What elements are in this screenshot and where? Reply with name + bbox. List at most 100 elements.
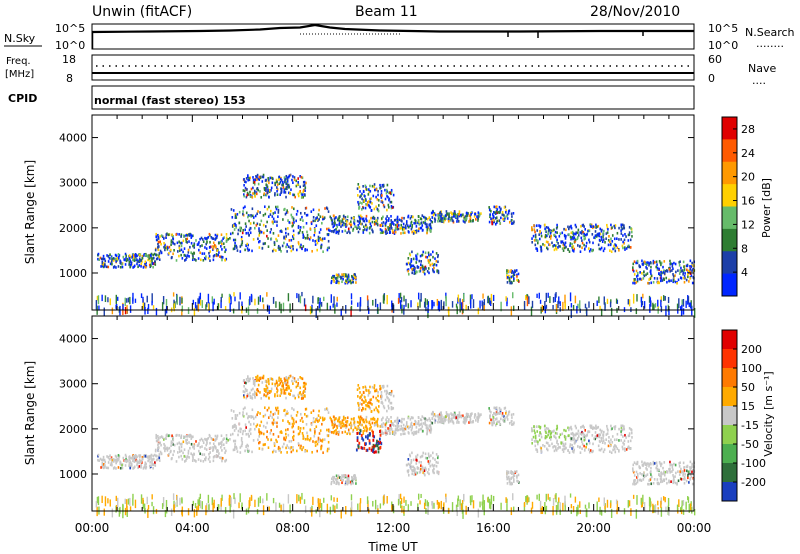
velocity-cell [299, 386, 302, 390]
power-cell [554, 230, 557, 234]
power-cell [211, 237, 214, 240]
power-cell [624, 232, 626, 236]
velocity-cell [143, 465, 146, 469]
power-cell [183, 259, 186, 262]
power-cell [285, 186, 288, 189]
velocity-cell [133, 460, 136, 463]
power-cell [555, 248, 558, 251]
velocity-cell [180, 434, 183, 438]
power-cell [610, 250, 613, 254]
velocity-cell [402, 423, 405, 427]
power-cell [382, 204, 385, 207]
velocity-cell [249, 394, 252, 398]
power-cell [357, 230, 360, 234]
power-cell [384, 227, 387, 231]
power-cell [465, 212, 468, 215]
power-cell [185, 233, 188, 237]
power-cell [504, 215, 506, 219]
velocity-cell [178, 446, 181, 449]
power-cell [291, 215, 293, 219]
velocity-cell [410, 416, 413, 419]
power-cell [180, 253, 182, 257]
power-cell [301, 215, 303, 219]
velocity-cell [573, 448, 576, 452]
velocity-cell [567, 426, 569, 430]
velocity-cell [185, 439, 187, 442]
power-cell [358, 215, 361, 219]
power-cell [555, 235, 557, 239]
velocity-cell [511, 423, 513, 426]
velocity-cell [280, 451, 282, 454]
power-cell [124, 258, 126, 262]
power-cell [538, 292, 540, 299]
velocity-cell [418, 428, 420, 432]
power-cell [202, 258, 205, 262]
power-cell [430, 220, 433, 223]
power-cell [284, 227, 287, 231]
power-cell [432, 263, 434, 267]
velocity-cell [533, 440, 536, 443]
power-cell [549, 237, 552, 240]
velocity-cell [616, 432, 619, 436]
power-cell [292, 181, 294, 185]
power-cell [449, 218, 452, 222]
velocity-cell [365, 415, 368, 419]
power-cell [173, 242, 176, 246]
velocity-cell [292, 438, 295, 442]
velocity-cell [323, 418, 325, 422]
velocity-cell [380, 424, 383, 428]
power-cell [262, 297, 264, 303]
velocity-cell [215, 455, 218, 459]
velocity-cell [267, 416, 270, 419]
nsky-trace [91, 23, 694, 34]
power-cell [271, 176, 273, 180]
power-cell [643, 274, 646, 278]
power-cell [173, 248, 175, 252]
velocity-cell [386, 409, 388, 413]
velocity-cell [620, 430, 622, 433]
power-cell [333, 217, 336, 221]
velocity-cell [262, 376, 265, 380]
power-cell [494, 222, 497, 226]
power-cell [302, 219, 304, 222]
power-cell [477, 307, 480, 315]
power-cell [340, 276, 342, 279]
velocity-cell [277, 416, 279, 419]
power-cell [302, 184, 305, 187]
power-cell [177, 250, 179, 253]
velocity-cell [397, 425, 400, 428]
power-cell [277, 244, 280, 248]
velocity-cell [284, 388, 287, 392]
velocity-cell [157, 446, 160, 449]
velocity-cell [419, 423, 422, 426]
power-cell [364, 195, 366, 198]
velocity-cell [683, 476, 686, 479]
power-cell [658, 281, 660, 285]
power-cell [356, 219, 359, 223]
power-cell [417, 218, 420, 222]
power-cell [349, 223, 352, 227]
velocity-cell [480, 413, 482, 416]
velocity-cell [352, 428, 355, 432]
velocity-cell [553, 449, 556, 453]
power-cell [324, 207, 326, 210]
velocity-cell [554, 445, 557, 449]
velocity-cell [369, 407, 372, 410]
velocity-cell [609, 450, 611, 454]
velocity-cell [347, 428, 350, 432]
velocity-cell [598, 439, 601, 443]
power-cell [622, 240, 624, 244]
velocity-cell [254, 379, 257, 383]
power-cell [270, 228, 273, 231]
velocity-cell [385, 430, 387, 433]
velocity-cell [589, 449, 592, 452]
velocity-cell [493, 406, 496, 410]
power-cell [274, 211, 276, 214]
velocity-cell [301, 448, 303, 452]
power-cell [362, 206, 365, 210]
power-cell [143, 302, 146, 310]
power-cell [436, 255, 439, 259]
velocity-cell [552, 445, 554, 449]
velocity-cell [390, 420, 392, 423]
power-cell [297, 224, 300, 228]
